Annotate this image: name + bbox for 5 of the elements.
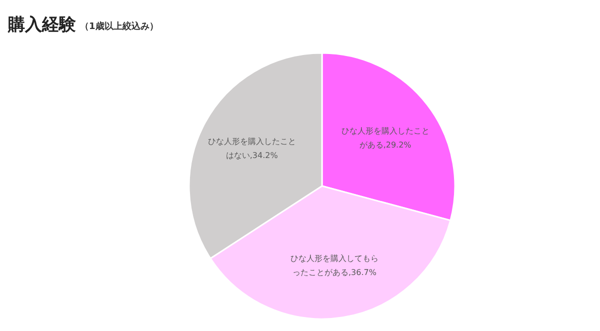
text: 購入経験 [7, 15, 77, 35]
slice-label: ひな人形を購入したことはない,34.2% [208, 136, 296, 160]
slice-label: ひな人形を購入したことがある,29.2% [341, 126, 430, 150]
chart-subtitle: （1歳以上絞込み） [80, 21, 158, 32]
slice-label: ひな人形を購入してもらったことがある,36.7% [290, 254, 378, 277]
